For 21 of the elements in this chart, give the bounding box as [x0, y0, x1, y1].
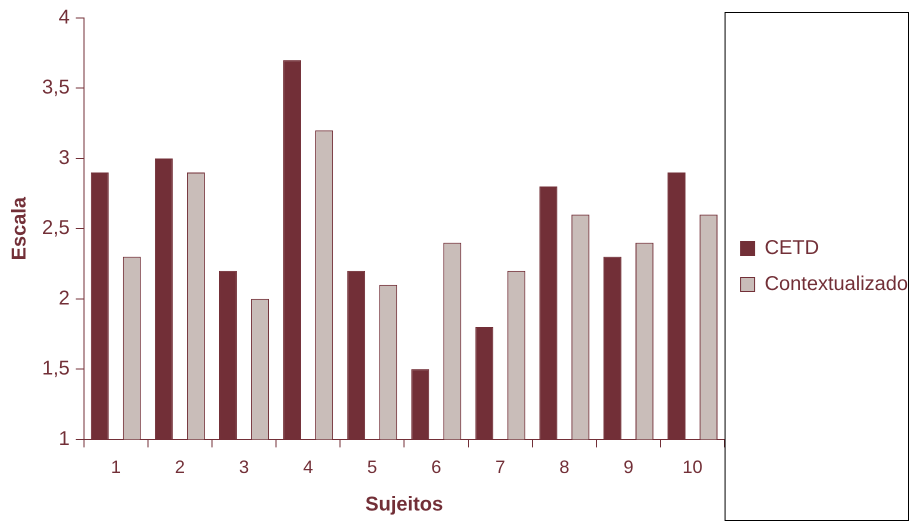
x-tick-label: 5	[367, 457, 378, 478]
x-tick-label: 10	[682, 457, 703, 478]
legend-label: Contextualizado	[764, 273, 908, 296]
x-tick-label: 3	[238, 457, 250, 478]
legend-label: CETD	[764, 237, 820, 260]
x-tick-label: 7	[495, 457, 506, 478]
x-tick-label: 1	[110, 457, 121, 478]
x-tick-label: 6	[431, 457, 442, 478]
x-axis-title: Sujeitos	[365, 494, 444, 516]
y-tick-label: 2	[58, 287, 70, 310]
y-tick-label: 1,5	[42, 358, 70, 380]
x-tick-label: 8	[559, 457, 570, 478]
y-tick-label: 4	[58, 6, 70, 29]
y-tick-label: 3	[58, 146, 70, 169]
y-axis-title: Escala	[8, 196, 31, 260]
x-tick-label: 2	[174, 457, 185, 478]
x-tick-label: 9	[623, 457, 634, 478]
y-tick-label: 3,5	[42, 76, 70, 99]
x-tick-label: 4	[303, 457, 314, 478]
y-tick-label: 2,5	[42, 217, 70, 240]
y-tick-label: 1	[58, 428, 70, 450]
